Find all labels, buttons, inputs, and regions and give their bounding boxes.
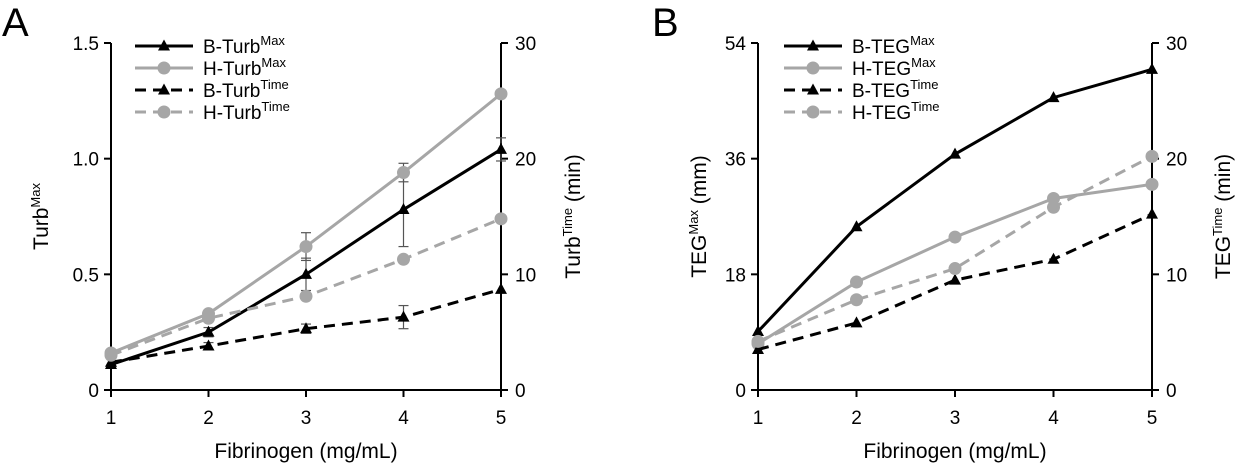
x-tick-label: 3 xyxy=(301,408,312,429)
data-point xyxy=(850,275,863,289)
legend-label: H-TEGTime xyxy=(852,99,940,124)
y-tick-label-right: 30 xyxy=(515,34,536,55)
data-point xyxy=(850,316,863,328)
y-tick-label-right: 10 xyxy=(515,265,536,286)
data-point xyxy=(494,212,508,226)
data-point xyxy=(1145,177,1159,191)
x-axis-label: Fibrinogen (mg/mL) xyxy=(863,440,1046,463)
y-tick-label-left: 1.5 xyxy=(73,34,99,55)
data-point xyxy=(397,252,410,266)
panel-label-b: B xyxy=(652,1,679,45)
y-tick-label-right: 0 xyxy=(515,381,526,402)
series-b-teg-time xyxy=(752,207,1158,355)
data-point xyxy=(850,293,863,307)
data-point xyxy=(397,166,410,180)
series-h-turb-time xyxy=(104,212,508,362)
legend-marker xyxy=(158,39,170,51)
legend-label: H-TurbTime xyxy=(203,99,290,124)
series-b-teg-max xyxy=(752,62,1158,337)
x-tick-label: 4 xyxy=(1048,408,1059,429)
y-tick-label-right: 20 xyxy=(1166,150,1187,171)
series-b-turb-time xyxy=(105,282,507,367)
data-point xyxy=(949,147,961,159)
data-point xyxy=(948,262,962,276)
data-point xyxy=(949,273,961,285)
data-point xyxy=(202,325,215,337)
legend-label: B-TEGTime xyxy=(852,77,938,102)
y-tick-label-left: 54 xyxy=(725,34,747,55)
y-tick-label-left: 36 xyxy=(725,150,746,171)
legend-label: H-TurbMax xyxy=(203,55,286,80)
x-tick-label: 1 xyxy=(753,408,764,429)
x-tick-label: 1 xyxy=(106,408,117,429)
y-axis-label-left: TEGMax (mm) xyxy=(686,155,711,278)
y-tick-label-right: 30 xyxy=(1166,34,1187,55)
legend-marker xyxy=(806,61,820,75)
data-point xyxy=(1146,207,1158,219)
data-point xyxy=(397,310,410,322)
series-line xyxy=(757,212,1153,351)
x-tick-label: 2 xyxy=(203,408,214,429)
legend-marker xyxy=(157,105,171,119)
data-point xyxy=(1145,149,1159,163)
y-axis-label-right: TurbTime (min) xyxy=(560,154,585,278)
data-point xyxy=(1047,200,1060,214)
x-tick-label: 4 xyxy=(398,408,409,429)
legend-label: B-TurbMax xyxy=(203,33,285,58)
y-tick-label-left: 0.5 xyxy=(73,265,99,286)
x-tick-label: 5 xyxy=(1147,408,1158,429)
series-h-teg-time xyxy=(751,149,1159,348)
data-point xyxy=(104,348,118,362)
data-point xyxy=(495,142,507,154)
x-tick-label: 2 xyxy=(851,408,862,429)
series-line xyxy=(110,92,502,355)
legend-marker xyxy=(158,83,170,95)
data-point xyxy=(752,343,764,355)
data-point xyxy=(751,334,765,348)
y-tick-label-left: 18 xyxy=(725,265,746,286)
y-tick-label-right: 20 xyxy=(515,150,536,171)
data-point xyxy=(202,311,215,325)
x-axis-label: Fibrinogen (mg/mL) xyxy=(214,440,397,463)
data-point xyxy=(397,203,410,215)
data-point xyxy=(1146,62,1158,74)
data-point xyxy=(1047,91,1060,103)
y-axis-label-left: TurbMax xyxy=(28,183,53,250)
legend-label: B-TEGMax xyxy=(852,33,935,58)
y-tick-label-right: 10 xyxy=(1166,265,1187,286)
data-point xyxy=(299,240,313,254)
y-tick-label-right: 0 xyxy=(1166,381,1177,402)
data-point xyxy=(300,267,312,279)
data-point xyxy=(752,325,764,337)
y-tick-label-left: 1.0 xyxy=(73,150,99,171)
series-line xyxy=(110,287,502,364)
data-point xyxy=(299,289,313,303)
legend-marker xyxy=(157,61,171,75)
legend-marker xyxy=(807,83,819,95)
y-tick-label-left: 0 xyxy=(88,381,99,402)
legend-label: H-TEGMax xyxy=(852,55,936,80)
legend-marker xyxy=(807,39,819,51)
x-tick-label: 5 xyxy=(496,408,507,429)
legend-label: B-TurbTime xyxy=(203,77,289,102)
panel-label-a: A xyxy=(2,1,29,45)
data-point xyxy=(300,322,312,334)
data-point xyxy=(948,230,962,244)
data-point xyxy=(495,282,507,294)
data-point xyxy=(202,339,215,351)
data-point xyxy=(494,87,508,101)
series-line xyxy=(757,155,1153,343)
x-tick-label: 3 xyxy=(950,408,961,429)
y-tick-label-left: 0 xyxy=(735,381,746,402)
data-point xyxy=(850,220,863,232)
series-h-turb-max xyxy=(104,87,508,360)
data-point xyxy=(1047,252,1060,264)
legend-marker xyxy=(806,105,820,119)
y-axis-label-right: TEGTime (min) xyxy=(1210,154,1235,279)
